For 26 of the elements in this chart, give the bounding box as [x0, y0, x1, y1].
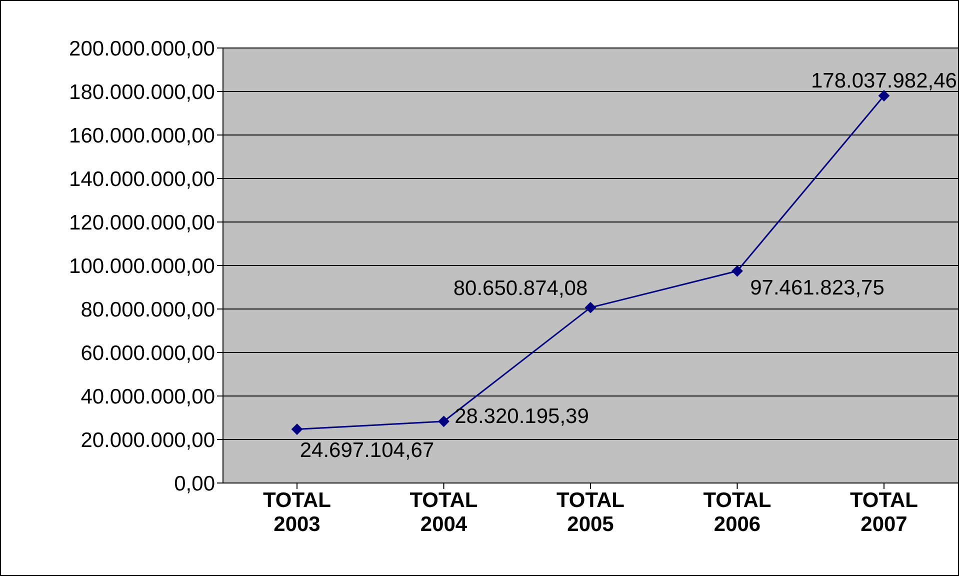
x-tick-label: TOTAL 2006 [703, 489, 772, 536]
y-tick-label: 160.000.000,00 [69, 124, 215, 148]
x-tick-label: TOTAL 2007 [850, 489, 918, 536]
y-tick-label: 200.000.000,00 [69, 37, 215, 60]
x-tick-label: TOTAL 2005 [556, 489, 625, 536]
y-tick-label: 40.000.000,00 [80, 385, 215, 408]
y-tick-label: 140.000.000,00 [69, 168, 215, 191]
y-tick-label: 120.000.000,00 [69, 211, 215, 234]
data-label: 28.320.195,39 [454, 404, 589, 428]
point [292, 424, 302, 435]
x-tick-label: TOTAL 2003 [262, 489, 332, 536]
data-label: 80.650.874,08 [453, 277, 588, 300]
y-tick-label: 80.000.000,00 [80, 298, 215, 322]
y-tick-label: 100.000.000,00 [69, 254, 215, 278]
point [878, 90, 890, 102]
data-label: 97.461.823,75 [750, 276, 884, 300]
y-tick-label: 60.000.000,00 [80, 342, 215, 365]
data-label: 24.697.104,67 [300, 438, 434, 462]
data-label: 178.037.982,46 [811, 69, 957, 92]
point [732, 266, 743, 277]
y-tick-label: 0,00 [174, 472, 215, 496]
point [585, 302, 596, 314]
point [438, 416, 450, 427]
x-tick-label: TOTAL 2004 [410, 489, 478, 536]
y-tick-label: 180.000.000,00 [69, 80, 215, 104]
y-tick-label: 20.000.000,00 [80, 428, 215, 452]
